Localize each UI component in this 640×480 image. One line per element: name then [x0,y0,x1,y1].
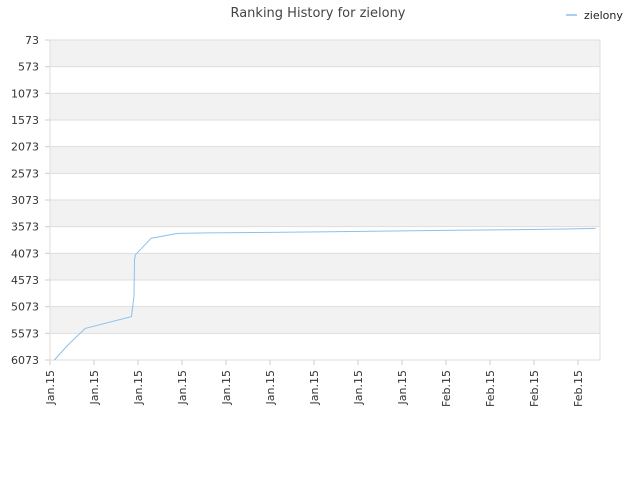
x-tick-label: Jan.15 [308,370,321,405]
y-tick-label: 573 [18,61,39,74]
x-tick-label: Jan.15 [44,370,57,405]
x-tick-label: Jan.15 [220,370,233,405]
legend-label-zielony: zielony [584,9,623,22]
plot-band [50,40,600,67]
y-tick-label: 2573 [11,167,39,180]
plot-band [50,200,600,227]
plot-bands [50,40,600,334]
x-tick-label: Jan.15 [396,370,409,405]
x-tick-label: Feb.15 [440,370,453,407]
legend[interactable]: zielony [566,9,623,22]
y-tick-label: 5073 [11,301,39,314]
plot-band [50,146,600,174]
plot-area-border [49,39,601,361]
y-tick-label: 1573 [11,114,39,127]
x-tick-label: Feb.15 [572,370,585,407]
plot-band [50,306,600,334]
plot-band [50,253,600,280]
x-tick-label: Jan.15 [132,370,145,405]
x-tick-label: Jan.15 [264,370,277,405]
y-tick-label: 3573 [11,221,39,234]
x-tick-label: Jan.15 [352,370,365,405]
y-tick-label: 73 [25,34,39,47]
y-axis-tick-labels: 73 573 1073 1573 2073 2573 3073 3573 4073 4573 507… [11,34,39,367]
x-tick-label: Feb.15 [528,370,541,407]
y-tick-label: 5573 [11,327,39,340]
y-tick-label: 6073 [11,354,39,367]
chart-title: Ranking History for zielony [230,6,405,21]
series-line-zielony [54,227,596,361]
y-tick-label: 4073 [11,247,39,260]
y-tick-label: 4573 [11,274,39,287]
y-tick-label: 2073 [11,141,39,154]
x-tick-label: Jan.15 [88,370,101,405]
plot-band [50,93,600,120]
x-tick-label: Feb.15 [484,370,497,407]
gridlines [45,39,600,365]
y-tick-label: 3073 [11,194,39,207]
x-tick-label: Jan.15 [176,370,189,405]
y-tick-label: 1073 [11,87,39,100]
x-axis-tick-labels: Jan.15 Jan.15 Jan.15 Jan.15 Jan.15 Jan.15 Jan.… [44,370,585,407]
